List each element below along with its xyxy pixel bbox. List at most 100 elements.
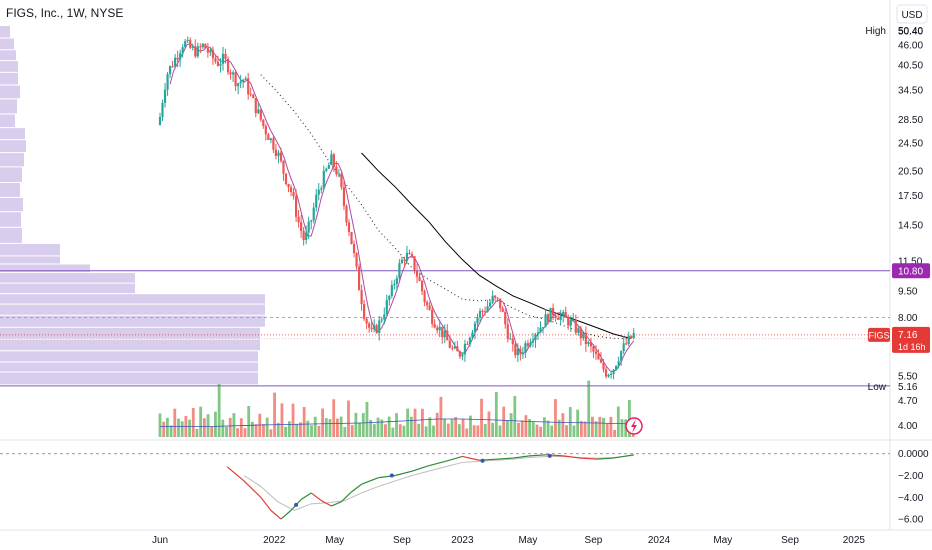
volume-bar bbox=[421, 408, 424, 437]
currency-button[interactable] bbox=[896, 4, 928, 24]
macd-line-segment bbox=[270, 509, 282, 520]
last-price-label-bg bbox=[892, 326, 930, 353]
candle-body bbox=[242, 79, 245, 82]
volume-bar bbox=[557, 419, 561, 437]
macd-pane bbox=[226, 453, 634, 520]
volume-bar bbox=[287, 421, 291, 437]
volume-bar bbox=[598, 416, 602, 437]
volume-bar bbox=[262, 424, 265, 437]
macd-line-segment bbox=[613, 454, 634, 459]
profile-row bbox=[0, 362, 258, 372]
candle-body bbox=[602, 362, 605, 370]
volume-bar bbox=[162, 421, 166, 437]
volume-bar bbox=[428, 417, 432, 437]
candle-body bbox=[446, 330, 449, 341]
volume-bar bbox=[469, 415, 472, 437]
candle-body bbox=[279, 152, 283, 161]
macd-line-segment bbox=[320, 500, 332, 507]
volume-bar bbox=[413, 408, 417, 437]
candle-body bbox=[368, 323, 371, 328]
candle-body bbox=[579, 328, 582, 339]
volume-bar bbox=[424, 426, 428, 437]
candle-body bbox=[337, 173, 341, 175]
volume-bar bbox=[439, 396, 443, 437]
volume-bar bbox=[169, 425, 173, 437]
volume-bar bbox=[173, 408, 177, 437]
candle-body bbox=[468, 337, 472, 345]
candle-body bbox=[466, 343, 469, 345]
volume-bar bbox=[498, 425, 502, 437]
volume-bar bbox=[376, 417, 380, 437]
candle-body bbox=[350, 232, 353, 245]
candle-body bbox=[587, 341, 590, 345]
candle-body bbox=[163, 89, 167, 103]
volume-bar bbox=[276, 422, 280, 437]
candle-body bbox=[272, 138, 275, 150]
candle-body bbox=[383, 314, 386, 320]
time-tick-label: Sep bbox=[393, 535, 411, 546]
volume-bar bbox=[513, 396, 517, 437]
profile-row bbox=[0, 294, 265, 304]
macd-axis-ticks: 0.0000 −2.00 −4.00 −6.00 bbox=[898, 449, 929, 525]
macd-cross-dot bbox=[480, 458, 485, 463]
candle-body bbox=[244, 78, 247, 80]
candle-body bbox=[609, 373, 613, 376]
volume-bar bbox=[321, 408, 325, 437]
volume-bar bbox=[546, 420, 550, 437]
volume-bar bbox=[520, 420, 524, 437]
candle-body bbox=[262, 119, 265, 127]
chart-title: FIGS, Inc., 1W, NYSE bbox=[6, 6, 123, 20]
candle-body bbox=[284, 173, 288, 185]
candle-body bbox=[423, 291, 426, 303]
profile-row bbox=[0, 50, 16, 61]
alert-lightning-icon[interactable] bbox=[625, 417, 643, 435]
profile-row bbox=[0, 99, 17, 114]
candle-body bbox=[612, 369, 615, 374]
candle-body bbox=[408, 252, 411, 255]
candle-body bbox=[471, 332, 474, 338]
profile-row bbox=[0, 273, 135, 283]
volume-bar bbox=[380, 419, 384, 437]
macd-tick-label: −2.00 bbox=[898, 471, 924, 482]
volume-bar bbox=[480, 398, 483, 437]
volume-bar bbox=[217, 383, 221, 437]
volume-bar bbox=[605, 423, 609, 437]
profile-row bbox=[0, 339, 260, 351]
candle-body bbox=[239, 81, 242, 84]
candle-body bbox=[554, 315, 557, 319]
time-tick-label: Jun bbox=[152, 535, 168, 546]
candle-body bbox=[252, 94, 255, 99]
volume-bar bbox=[535, 424, 539, 437]
volume-bar bbox=[228, 417, 232, 437]
candle-body bbox=[184, 41, 187, 48]
candle-body bbox=[476, 317, 479, 324]
volume-bar bbox=[332, 399, 336, 437]
volume-bar bbox=[524, 415, 528, 437]
candle-body bbox=[420, 280, 424, 292]
volume-bar bbox=[572, 425, 576, 437]
profile-row bbox=[0, 153, 24, 167]
candle-body bbox=[317, 189, 320, 195]
candle-body bbox=[385, 300, 388, 315]
volume-bar bbox=[180, 421, 184, 437]
candle-body bbox=[196, 46, 199, 57]
volume-bar bbox=[339, 416, 343, 437]
candle-body bbox=[214, 58, 217, 62]
candle-body bbox=[310, 220, 313, 222]
volume-bar bbox=[398, 424, 402, 437]
candle-body bbox=[499, 298, 502, 309]
macd-line-segment bbox=[361, 477, 379, 485]
candle-body bbox=[226, 58, 230, 73]
volume-bar bbox=[199, 406, 203, 437]
time-tick-label: May bbox=[713, 535, 732, 546]
candle-body bbox=[489, 302, 492, 307]
candle-body bbox=[438, 326, 441, 331]
volume-bar bbox=[417, 423, 421, 437]
candle-body bbox=[274, 149, 278, 156]
volume-bar bbox=[239, 418, 243, 437]
candle-body bbox=[305, 232, 308, 240]
price-tick-label: 11.50 bbox=[898, 257, 923, 268]
price-tick-label: 8.00 bbox=[898, 313, 918, 324]
last-price-value: 7.16 bbox=[898, 330, 918, 341]
